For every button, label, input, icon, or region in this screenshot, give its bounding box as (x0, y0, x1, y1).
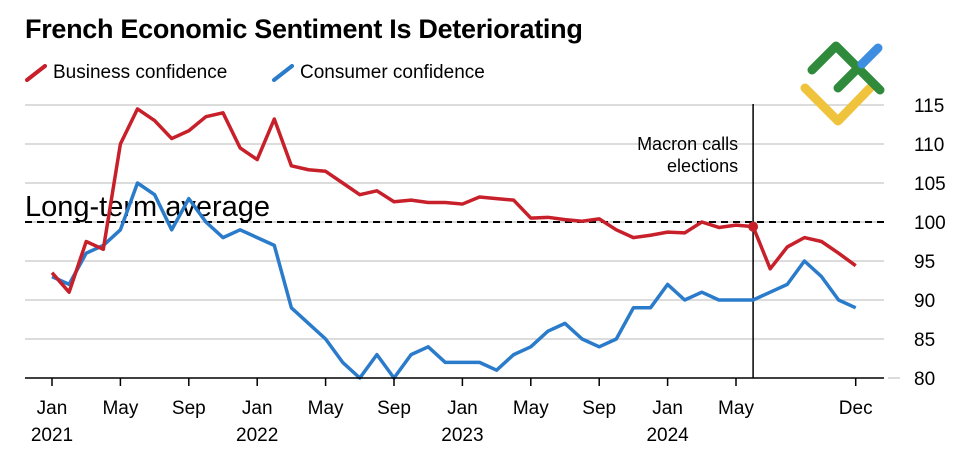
y-tick-label: 100 (914, 213, 946, 234)
election-business-point (748, 221, 759, 232)
legend-swatch-business (25, 64, 47, 82)
x-tick-year-label: 2024 (646, 425, 689, 446)
brand-logo-icon (800, 41, 885, 126)
y-tick-label: 95 (914, 252, 935, 273)
legend-label: Consumer confidence (300, 62, 485, 83)
series-line-consumer-confidence (51, 181, 857, 380)
x-tick-label: May (718, 398, 754, 419)
x-tick-label: Jan (652, 398, 683, 419)
x-tick-label: Sep (377, 398, 411, 419)
y-tick-label: 85 (914, 330, 935, 351)
legend-item-business: Business confidence (25, 62, 227, 84)
y-tick-label: 110 (914, 135, 944, 156)
x-tick-label: Jan (242, 398, 273, 419)
legend-swatch-consumer (272, 64, 294, 82)
y-tick-label: 105 (914, 174, 946, 195)
legend-label: Business confidence (53, 62, 228, 83)
series-line-business-confidence (50, 107, 857, 294)
x-tick-label: Sep (172, 398, 206, 419)
y-tick-label: 90 (914, 291, 935, 312)
x-tick-label: May (308, 398, 344, 419)
y-tick-label: 115 (914, 96, 944, 117)
x-tick-label: May (102, 398, 138, 419)
annotation-label: Macron calls (637, 134, 738, 154)
x-tick-year-label: 2021 (31, 425, 73, 446)
chart-title: French Economic Sentiment Is Deteriorati… (25, 14, 583, 44)
annotation-label: elections (667, 156, 738, 176)
x-tick-label: May (513, 398, 549, 419)
x-tick-label: Sep (582, 398, 616, 419)
x-tick-label: Jan (447, 398, 478, 419)
y-tick-label: 80 (914, 369, 935, 390)
x-tick-label: Dec (839, 398, 873, 419)
x-tick-year-label: 2022 (236, 425, 278, 446)
x-tick-year-label: 2023 (441, 425, 483, 446)
x-tick-label: Jan (37, 398, 68, 419)
long-term-average-label: Long-term average (25, 191, 270, 223)
legend-item-consumer: Consumer confidence (272, 62, 485, 84)
